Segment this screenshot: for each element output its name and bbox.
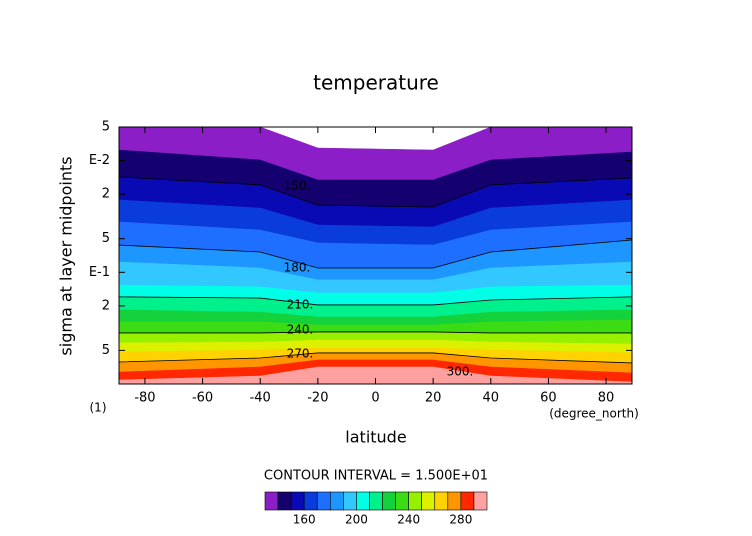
x-tick-label: 0 (371, 391, 379, 406)
colorbar-tick-label: 200 (345, 513, 368, 527)
y-tick-label: E-2 (89, 153, 110, 168)
contour-line (118, 176, 633, 208)
colorbar-box (264, 491, 279, 511)
colorbar-box (447, 491, 462, 511)
colorbar-box (290, 491, 305, 511)
contour-line (118, 352, 633, 364)
colorbar-tick-label: 240 (397, 513, 420, 527)
contour-label: 180. (284, 261, 311, 275)
colorbar-box (473, 491, 488, 511)
contour-label: 300. (447, 365, 474, 379)
x-tick-label: 60 (540, 391, 557, 406)
colorbar-box (303, 491, 318, 511)
x-tick-label: 40 (483, 391, 500, 406)
x-tick-label: -20 (307, 391, 328, 406)
contour-label: 210. (287, 298, 314, 312)
colorbar-tick-label: 160 (293, 513, 316, 527)
contour-interval: CONTOUR INTERVAL = 1.500E+01 (264, 469, 488, 484)
x-tick-label: 20 (425, 391, 442, 406)
contour-line (119, 331, 632, 334)
y-tick-label: 5 (102, 120, 110, 135)
y-tick-label: 5 (102, 231, 110, 246)
contour-label: 150. (284, 179, 311, 193)
chart-title: temperature (313, 71, 439, 95)
colorbar-box (382, 491, 396, 511)
x-tick-label: -40 (250, 391, 271, 406)
y-units: (1) (90, 401, 107, 415)
contour-label: 240. (287, 323, 314, 337)
contour-label: 270. (287, 347, 314, 361)
colorbar-box (329, 491, 344, 511)
y-tick-label: 5 (102, 343, 110, 358)
y-tick-label: 2 (102, 298, 110, 313)
colorbar-box (356, 491, 370, 511)
x-tick-label: 80 (598, 391, 615, 406)
colorbar-box (395, 491, 409, 511)
colorbar-box (343, 491, 357, 511)
colorbar-box (408, 491, 423, 511)
y-axis-label: sigma at layer midpoints (57, 156, 76, 355)
colorbar-box (421, 491, 436, 511)
y-tick-label: E-1 (89, 265, 110, 280)
y-tick-label: 2 (102, 187, 110, 202)
colorbar-box (434, 491, 449, 511)
colorbar-box (316, 491, 331, 511)
colorbar-box (369, 491, 383, 511)
x-tick-label: -60 (192, 391, 213, 406)
x-tick-label: -80 (134, 391, 155, 406)
colorbar-tick-label: 280 (449, 513, 472, 527)
contour-line (118, 296, 633, 306)
x-axis-label: latitude (345, 428, 406, 447)
x-units: (degree_north) (549, 407, 639, 421)
colorbar-box (277, 491, 292, 511)
colorbar-box (460, 491, 475, 511)
contour-line (118, 239, 633, 269)
